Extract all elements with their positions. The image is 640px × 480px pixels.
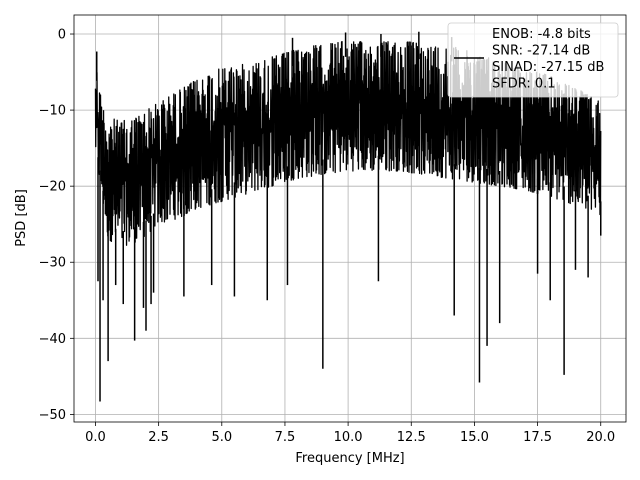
- x-tick-label: 0.0: [85, 430, 106, 445]
- y-tick-label: −40: [39, 332, 66, 347]
- psd-series-line: [94, 40, 602, 246]
- legend: ENOB: -4.8 bits SNR: -27.14 dB SINAD: -27.…: [447, 22, 619, 98]
- y-tick-label: 0: [58, 28, 66, 43]
- legend-series-name: ENOB: -4.8 bits SNR: -27.14 dB SINAD: -27.…: [492, 27, 604, 92]
- x-tick-label: 5.0: [211, 430, 232, 445]
- y-tick-label: −10: [39, 104, 66, 119]
- series-layer: [94, 31, 602, 402]
- plot-frame: [73, 14, 627, 423]
- x-tick-label: 10.0: [334, 430, 363, 445]
- y-tick-label: −50: [39, 408, 66, 423]
- y-tick-label: −30: [39, 256, 66, 271]
- x-tick-label: 17.5: [523, 430, 552, 445]
- legend-entry: ENOB: -4.8 bits SNR: -27.14 dB SINAD: -27.…: [492, 27, 604, 92]
- y-axis-label: PSD [dB]: [14, 189, 29, 247]
- y-tick-label: −20: [39, 180, 66, 195]
- x-axis-label: Frequency [MHz]: [295, 451, 404, 466]
- x-tick-label: 7.5: [275, 430, 296, 445]
- legend-box: [447, 22, 619, 98]
- x-tick-label: 2.5: [148, 430, 169, 445]
- y-axis-ticks: 0 −10 −20 −30 −40 −50: [39, 28, 74, 423]
- x-axis-ticks: 0.0 2.5 5.0 7.5 10.0 12.5 15.0 17.5 20.0: [85, 422, 615, 445]
- x-tick-label: 15.0: [460, 430, 489, 445]
- x-tick-label: 20.0: [586, 430, 615, 445]
- x-tick-label: 12.5: [397, 430, 426, 445]
